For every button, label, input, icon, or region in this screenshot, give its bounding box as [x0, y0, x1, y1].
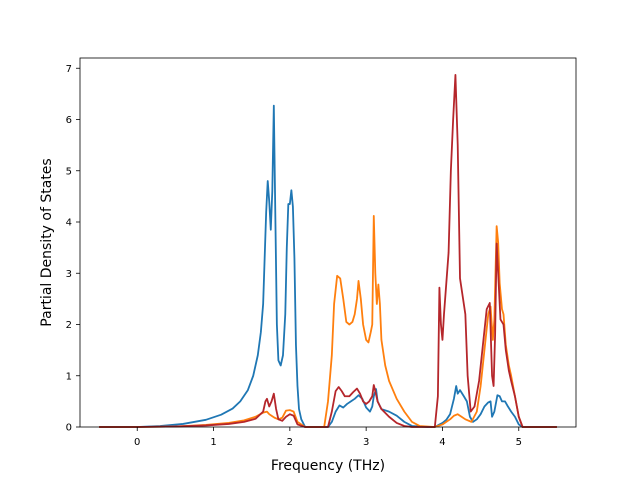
y-tick-label: 3: [66, 269, 72, 280]
x-axis-label: Frequency (THz): [271, 458, 385, 474]
y-tick-label: 6: [66, 115, 72, 126]
x-tick-label: 0: [134, 437, 140, 448]
y-tick-label: 0: [66, 423, 72, 434]
y-tick-label: 4: [66, 218, 72, 229]
y-axis-label: Partial Density of States: [39, 158, 55, 326]
series-line-1: [99, 104, 557, 428]
x-axis: 0 1 2 3 4 5: [134, 427, 522, 448]
series-line-2: [99, 214, 557, 428]
y-tick-label: 1: [66, 371, 72, 382]
plot-frame: [79, 57, 577, 428]
plot-background: [80, 58, 576, 427]
x-tick-label: 1: [210, 437, 216, 448]
x-tick-label: 2: [287, 437, 293, 448]
x-tick-label: 4: [439, 437, 445, 448]
series-line-3: [99, 74, 557, 428]
series-layer: [99, 74, 557, 428]
x-tick-label: 5: [516, 437, 522, 448]
x-tick-label: 3: [363, 437, 369, 448]
y-tick-label: 5: [66, 166, 72, 177]
y-tick-label: 7: [66, 64, 72, 75]
y-tick-label: 2: [66, 320, 72, 331]
y-axis: 0 1 2 3 4 5 6 7: [66, 64, 80, 434]
